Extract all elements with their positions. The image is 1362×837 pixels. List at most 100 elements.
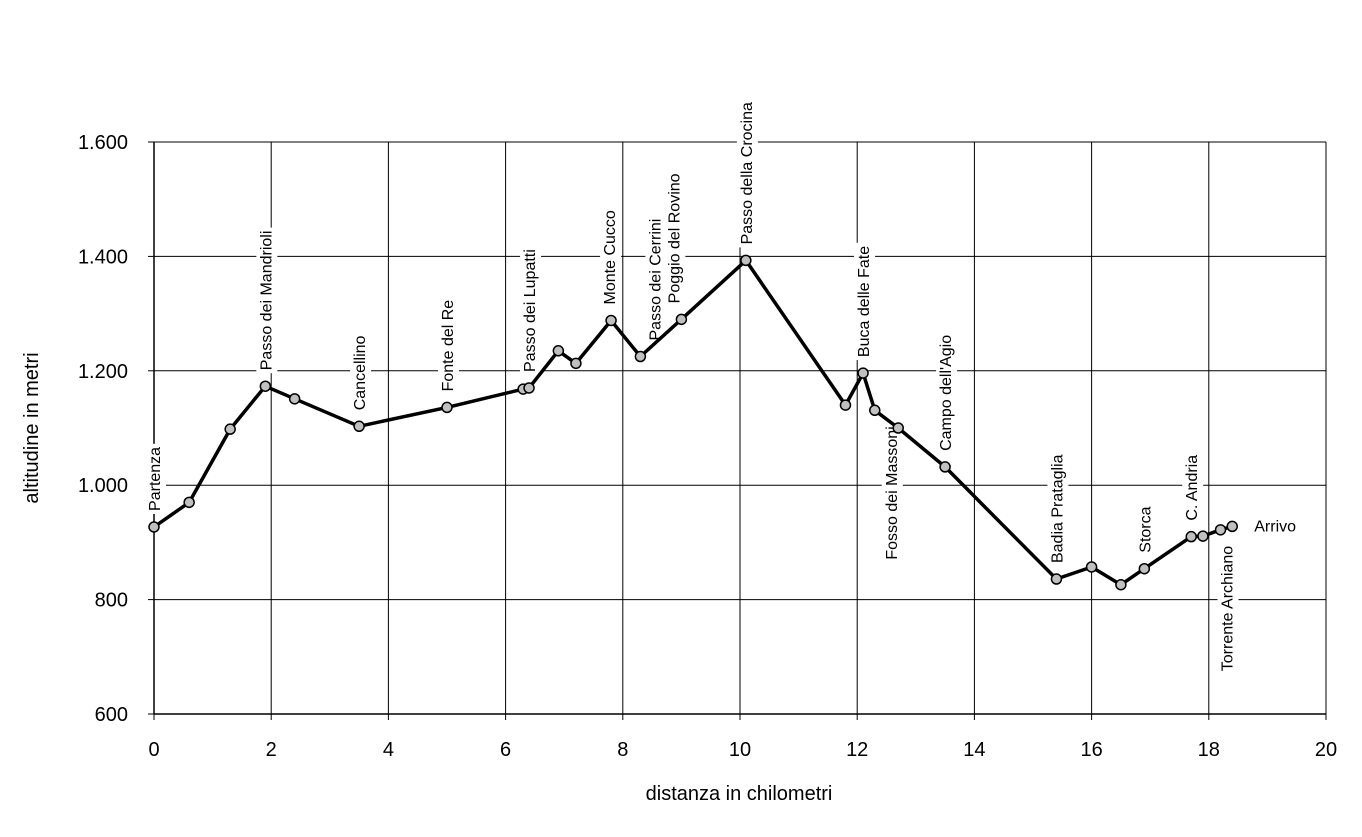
y-tick-label: 1.200 <box>78 361 128 383</box>
data-point-marker <box>1138 562 1151 575</box>
point-label-background <box>600 207 622 308</box>
point-label-background <box>145 443 166 514</box>
point-label: Buca delle Fate <box>856 246 873 357</box>
data-point-marker <box>740 254 752 267</box>
point-label-group: Badia Prataglia <box>1047 451 1069 567</box>
point-label-background <box>854 242 876 361</box>
x-tick-label: 12 <box>846 739 868 761</box>
altitude-series-line <box>152 258 1233 587</box>
data-point-marker <box>1115 578 1127 591</box>
point-label-group: Passo della Crocina <box>736 99 758 248</box>
y-axis-title: altitudine in metri <box>21 352 43 503</box>
point-label: Monte Cucco <box>602 210 619 304</box>
point-label-background <box>350 332 372 414</box>
data-point-marker <box>892 422 904 434</box>
point-label-group: Poggio del Rovino <box>664 170 686 307</box>
data-point-marker <box>869 404 881 417</box>
data-point-marker <box>441 401 453 414</box>
point-label-background <box>645 215 667 344</box>
point-label-layer: Partenza Passo dei Mandrioli Cancellino Fon… <box>145 99 1300 675</box>
data-point-marker <box>939 461 951 473</box>
data-point-marker <box>523 382 535 394</box>
point-label-background <box>438 296 459 395</box>
data-point-marker <box>1185 530 1197 543</box>
x-axis-title: distanza in chilometri <box>646 783 833 805</box>
x-tick-label: 6 <box>500 739 511 761</box>
point-label-group: Storca <box>1135 503 1157 556</box>
point-label-background <box>1047 451 1069 567</box>
point-label-background <box>1217 542 1239 675</box>
point-label: Badia Prataglia <box>1049 454 1066 563</box>
point-label-background <box>1135 503 1157 556</box>
x-tick-label: 2 <box>266 739 277 761</box>
point-label-group: Campo dell'Agio <box>936 331 958 454</box>
point-label-group: C. Andria <box>1182 451 1204 524</box>
point-label: Partenza <box>147 447 164 511</box>
data-point-marker <box>1226 520 1238 533</box>
data-point-marker <box>839 399 852 411</box>
data-point-marker <box>605 314 617 327</box>
point-label: Storca <box>1137 506 1154 552</box>
point-label-background <box>256 227 278 374</box>
point-label-background <box>520 246 542 375</box>
data-point-marker <box>552 345 565 357</box>
data-point-marker <box>634 350 647 363</box>
x-tick-label: 10 <box>729 739 751 761</box>
data-point-marker <box>1214 524 1227 536</box>
x-tick-label: 16 <box>1080 739 1102 761</box>
point-label: C. Andria <box>1184 455 1201 521</box>
point-label: Passo dei Cerrini <box>647 219 664 341</box>
y-tick-label: 600 <box>95 704 128 726</box>
point-label-group: Cancellino <box>350 332 372 414</box>
point-label: Poggio del Rovino <box>666 173 683 303</box>
data-point-marker <box>353 420 365 433</box>
point-label: Passo dei Mandrioli <box>258 231 275 371</box>
y-tick-label: 800 <box>95 590 128 612</box>
point-label-group: Fosso dei Massoni <box>881 423 903 563</box>
point-label-background <box>881 423 903 563</box>
x-tick-label: 4 <box>383 739 394 761</box>
point-label-background <box>664 170 686 307</box>
x-tick-label: 20 <box>1315 739 1337 761</box>
point-label-background <box>736 99 758 248</box>
line-layer <box>152 258 1233 587</box>
data-point-marker <box>183 496 195 509</box>
point-label: Fonte del Re <box>440 300 457 392</box>
data-point-marker <box>675 313 688 326</box>
point-label-group: Buca delle Fate <box>854 242 876 361</box>
data-point-marker <box>148 521 160 533</box>
data-point-marker <box>259 380 272 392</box>
point-label: Campo dell'Agio <box>938 335 955 451</box>
point-label-group: Partenza <box>145 443 166 514</box>
marker-layer <box>148 254 1238 591</box>
data-point-marker <box>570 357 582 370</box>
y-tick-label: 1.000 <box>78 475 128 497</box>
point-label: Torrente Archiano <box>1220 546 1237 672</box>
point-label: Passo della Crocina <box>739 102 756 244</box>
axis-layer: 0 2 4 6 8 10 12 14 16 18 20 600 800 1.000 1.200 1.400 1.… <box>78 132 1337 761</box>
data-point-marker <box>1085 561 1098 573</box>
point-label-group: Torrente Archiano <box>1217 542 1239 675</box>
point-label-group: Monte Cucco <box>600 207 622 308</box>
point-label: Arrivo <box>1254 518 1296 535</box>
data-point-marker <box>1197 530 1209 542</box>
point-label-group: Arrivo <box>1251 516 1300 538</box>
point-label: Cancellino <box>352 335 369 410</box>
x-tick-label: 8 <box>617 739 628 761</box>
x-tick-label: 0 <box>148 739 159 761</box>
y-tick-label: 1.400 <box>78 246 128 268</box>
point-label-background <box>936 331 958 454</box>
point-label-background <box>1251 516 1300 538</box>
point-label: Fosso dei Massoni <box>884 426 901 559</box>
point-label-group: Passo dei Mandrioli <box>256 227 278 374</box>
data-point-marker <box>224 423 236 435</box>
point-label-group: Passo dei Lupatti <box>520 246 542 375</box>
point-label-group: Passo dei Cerrini <box>645 215 667 344</box>
x-tick-label: 18 <box>1198 739 1220 761</box>
data-point-marker <box>288 393 301 405</box>
data-point-marker <box>1050 573 1063 585</box>
point-label-group: Fonte del Re <box>438 296 459 395</box>
point-label-background <box>1182 451 1204 524</box>
